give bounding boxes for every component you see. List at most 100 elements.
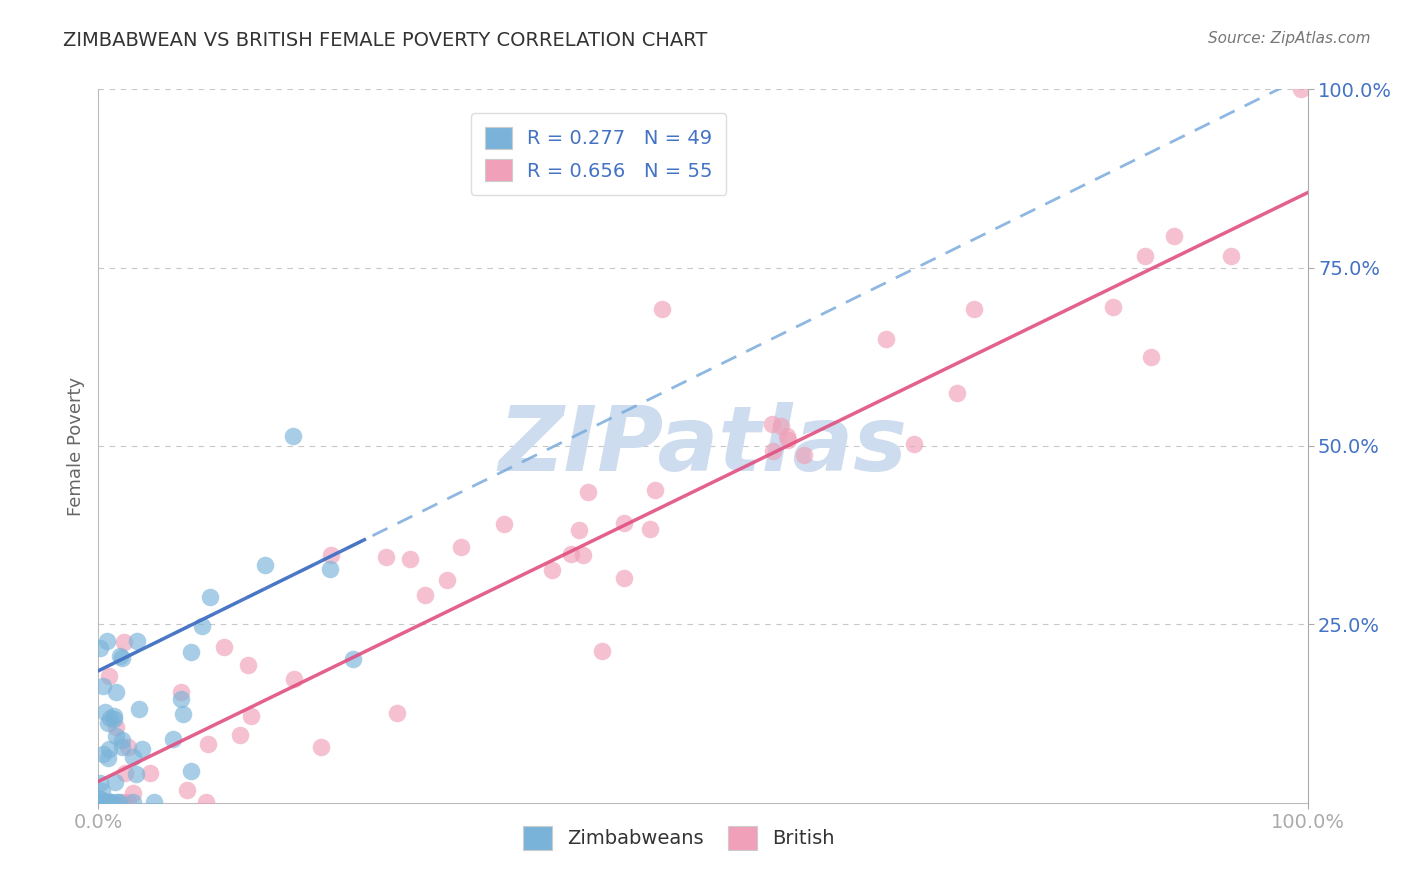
Point [572,548,595,562]
Point [98,795,121,809]
Point [111,795,134,809]
Point [142,795,165,809]
Point [214,640,236,655]
Point [104,720,127,734]
Point [114,765,136,780]
Point [110,648,132,663]
Point [776,433,799,447]
Point [1139,351,1161,365]
Point [228,728,250,742]
Point [613,571,636,585]
Point [762,444,785,458]
Point [107,795,129,809]
Point [122,750,145,764]
Point [105,685,128,699]
Point [1220,248,1243,262]
Point [1102,300,1125,314]
Point [492,517,515,532]
Point [283,673,305,687]
Point [194,795,217,809]
Point [197,737,219,751]
Point [387,706,409,721]
Point [104,774,127,789]
Text: ZIMBABWEAN VS BRITISH FEMALE POVERTY CORRELATION CHART: ZIMBABWEAN VS BRITISH FEMALE POVERTY COR… [63,31,707,50]
Point [191,619,214,633]
Point [342,651,364,665]
Point [576,485,599,500]
Point [90,784,112,798]
Point [131,742,153,756]
Point [398,552,420,566]
Point [94,705,117,719]
Point [450,540,472,554]
Text: ZIPatlas: ZIPatlas [499,402,907,490]
Point [162,732,184,747]
Point [89,795,111,809]
Point [97,741,120,756]
Point [96,633,118,648]
Text: Source: ZipAtlas.com: Source: ZipAtlas.com [1208,31,1371,46]
Point [638,522,661,536]
Point [105,729,128,743]
Legend: Zimbabweans, British: Zimbabweans, British [515,818,842,857]
Point [591,644,613,658]
Point [111,739,134,754]
Point [98,669,121,683]
Point [963,301,986,316]
Point [644,483,666,497]
Point [945,386,967,401]
Point [1163,229,1185,244]
Point [560,547,582,561]
Point [415,588,437,602]
Point [89,792,111,806]
Point [180,764,202,778]
Point [103,713,125,727]
Point [97,715,120,730]
Point [793,448,815,462]
Point [568,524,591,538]
Point [283,428,305,442]
Point [1135,249,1157,263]
Point [200,590,222,604]
Point [98,711,121,725]
Point [110,732,132,747]
Point [112,635,135,649]
Point [651,302,673,317]
Point [170,692,193,706]
Point [761,417,783,431]
Point [169,684,191,698]
Point [138,765,160,780]
Point [436,573,458,587]
Point [89,792,111,806]
Point [375,549,398,564]
Point [97,751,120,765]
Point [309,740,332,755]
Point [613,516,636,531]
Point [903,436,925,450]
Point [122,795,145,809]
Point [240,708,263,723]
Point [769,419,792,434]
Point [319,548,342,562]
Point [103,709,125,723]
Point [176,782,198,797]
Point [93,795,115,809]
Point [89,776,111,790]
Point [91,795,114,809]
Point [238,658,260,673]
Point [117,740,139,755]
Point [97,795,120,809]
Point [540,564,562,578]
Point [128,702,150,716]
Point [254,558,277,572]
Point [124,766,146,780]
Point [319,562,342,576]
Point [180,645,202,659]
Point [117,795,139,809]
Point [89,640,111,655]
Point [91,747,114,762]
Point [100,795,122,809]
Point [96,795,118,809]
Point [875,332,897,346]
Point [93,679,115,693]
